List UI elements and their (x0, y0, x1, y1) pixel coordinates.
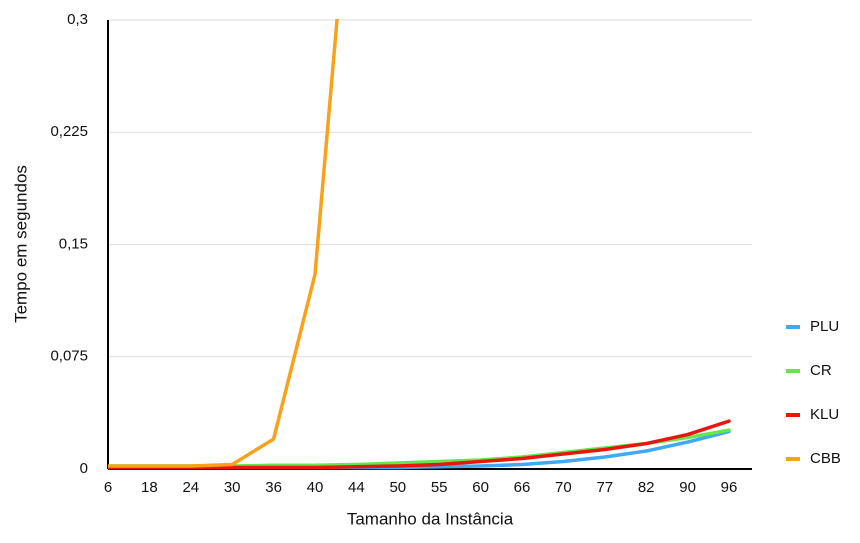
x-tick-label: 55 (431, 479, 448, 496)
y-tick-label: 0,3 (67, 11, 88, 28)
y-tick-label: 0 (80, 460, 88, 477)
x-tick-label: 36 (265, 479, 282, 496)
x-tick-label: 6 (104, 479, 112, 496)
x-tick-label: 60 (472, 479, 489, 496)
legend-label: KLU (810, 406, 839, 423)
x-tick-label: 82 (638, 479, 655, 496)
y-tick-label: 0,075 (50, 348, 88, 365)
x-tick-label: 96 (721, 479, 738, 496)
x-axis-label: Tamanho da Instância (347, 509, 514, 528)
legend-label: CBB (810, 450, 841, 467)
y-axis-label: Tempo em segundos (11, 165, 30, 323)
series-line (108, 419, 731, 470)
x-tick-label: 24 (182, 479, 199, 496)
plot-area (108, 19, 731, 470)
x-tick-label: 44 (348, 479, 365, 496)
x-tick-label: 30 (224, 479, 241, 496)
y-tick-label: 0,15 (59, 235, 88, 252)
x-tick-label: 66 (514, 479, 531, 496)
x-tick-label: 18 (141, 479, 158, 496)
x-tick-label: 50 (389, 479, 406, 496)
legend-label: PLU (810, 318, 839, 335)
x-tick-label: 90 (679, 479, 696, 496)
x-tick-label: 40 (307, 479, 324, 496)
series-line (108, 428, 731, 468)
x-tick-label: 77 (596, 479, 613, 496)
y-tick-label: 0,225 (50, 123, 88, 140)
legend-label: CR (810, 362, 832, 379)
series-line (108, 19, 339, 468)
x-tick-label: 70 (555, 479, 572, 496)
